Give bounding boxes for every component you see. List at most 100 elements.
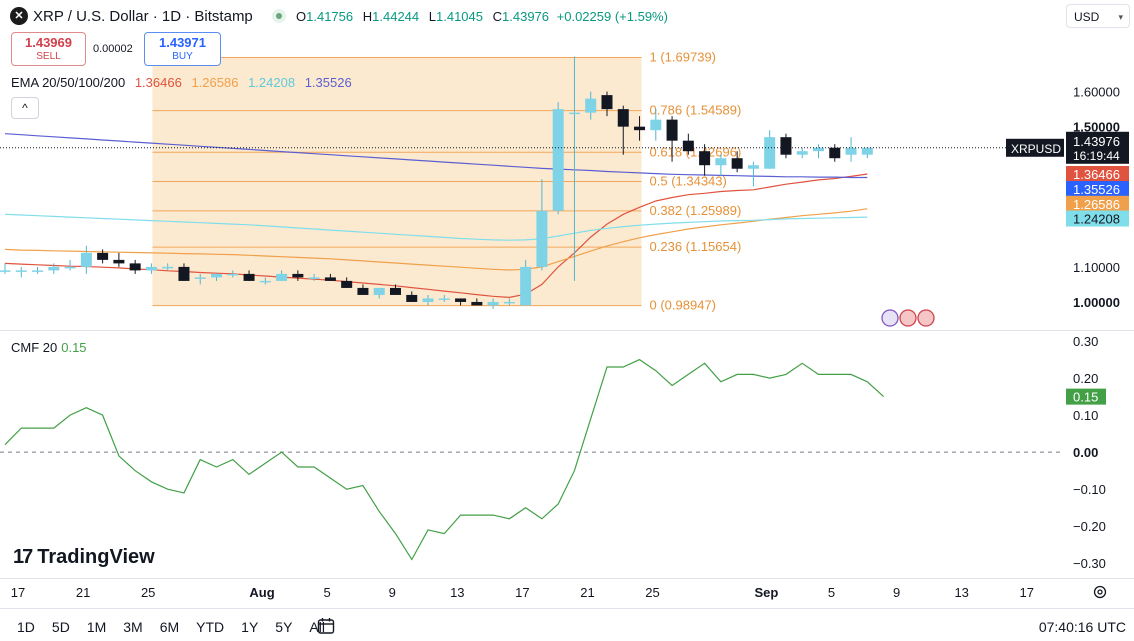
ema-price-tag: 1.36466 (1073, 167, 1120, 182)
buy-label: BUY (172, 51, 193, 62)
buy-button[interactable]: 1.43971 BUY (144, 32, 221, 66)
ohlc-close-label: C (492, 9, 503, 24)
candle-body (211, 273, 223, 278)
time-axis-tick: 9 (389, 585, 396, 600)
time-axis-tick: 13 (954, 585, 968, 600)
range-5d[interactable]: 5D (51, 619, 70, 635)
candle-body (650, 119, 662, 131)
last-price-tag-countdown: 16:19:44 (1073, 149, 1120, 163)
ema-legend-label: EMA 20/50/100/200 (11, 75, 126, 90)
candle-body (536, 210, 548, 267)
candle-body (129, 263, 141, 271)
ema-price-tag: 1.35526 (1073, 182, 1120, 197)
candle-body (357, 287, 369, 295)
tradingview-wordmark: TradingView (37, 546, 155, 568)
candle-body (845, 147, 857, 155)
range-5y[interactable]: 5Y (275, 619, 293, 635)
tradingview-logo[interactable]: 17 TradingView (13, 546, 155, 569)
candle-body (796, 151, 808, 155)
fib-level-label: 0.5 (1.34343) (650, 174, 727, 189)
ema50-value: 1.26586 (191, 75, 239, 90)
candle-body (471, 301, 483, 306)
lightning-event-icon (881, 309, 899, 327)
chevron-down-icon: ▾ (1118, 12, 1123, 22)
tradingview-mark-icon: 17 (13, 546, 33, 568)
candle-body (666, 119, 678, 141)
ema100-value: 1.24208 (248, 75, 296, 90)
range-ytd[interactable]: YTD (196, 619, 225, 635)
range-selector: 1D 5D 1M 3M 6M YTD 1Y 5Y All (8, 617, 333, 637)
fib-level-label: 0.618 (1.42696) (650, 144, 742, 159)
candle-body (0, 270, 11, 272)
ema-price-tag-bg (1066, 181, 1129, 198)
range-1y[interactable]: 1Y (241, 619, 259, 635)
range-6m[interactable]: 6M (159, 619, 180, 635)
time-axis-tick: 13 (450, 585, 464, 600)
fib-level-label: 1 (1.69739) (650, 49, 717, 64)
time-axis-tick: 17 (515, 585, 529, 600)
sell-button[interactable]: 1.43969 SELL (11, 32, 86, 66)
candle-body (861, 147, 873, 155)
cmf-legend[interactable]: CMF 20 0.15 (11, 340, 87, 355)
fib-level-label: 0.382 (1.25989) (650, 203, 742, 218)
ohlc-low-label: L (428, 9, 436, 24)
ohlc-high-label: H (362, 9, 373, 24)
ohlc-close: 1.43976 (502, 9, 550, 24)
xrp-logo-icon: ✕ (10, 7, 28, 25)
price-axis-tick: 1.10000 (1073, 260, 1120, 275)
candle-body (64, 266, 76, 269)
range-3m[interactable]: 3M (123, 619, 143, 635)
gear-icon[interactable] (1092, 584, 1108, 600)
candle-body (813, 147, 824, 152)
candle-body (520, 266, 532, 306)
cmf-axis-tick: 0.20 (1073, 371, 1098, 386)
candle-body (292, 273, 304, 278)
candle-body (731, 158, 743, 169)
axes: 1.60000 1.50000 1.10000 1.00000 0.30 0.20 0.10… (0, 85, 1134, 600)
range-1d[interactable]: 1D (17, 619, 35, 635)
candle-body (162, 266, 174, 269)
ema-line-ema100 (4, 213, 868, 241)
candle-body (617, 109, 629, 127)
cmf-axis-tick: −0.20 (1073, 519, 1106, 534)
ema-line-ema200 (4, 133, 868, 179)
calendar-icon[interactable] (316, 616, 336, 636)
candle-body (276, 273, 288, 281)
cmf-legend-value: 0.15 (61, 340, 87, 355)
bottom-toolbar-divider (0, 608, 1134, 609)
currency-value: USD (1074, 10, 1100, 24)
candle-body (113, 259, 125, 264)
range-1m[interactable]: 1M (86, 619, 107, 635)
cmf-axis-tick: 0.10 (1073, 408, 1098, 423)
utc-clock[interactable]: 07:40:16 UTC (1038, 619, 1126, 635)
ohlc-readout: O1.41756 H1.44244 L1.41045 C1.43976 +0.0… (296, 9, 668, 24)
range-all[interactable]: All (309, 619, 325, 635)
candle-body (552, 109, 564, 211)
ema20-value: 1.36466 (134, 75, 182, 90)
time-axis-tick: 5 (324, 585, 331, 600)
sell-label: SELL (36, 51, 61, 62)
currency-select[interactable]: USD ▾ (1066, 4, 1130, 28)
market-open-indicator-icon (272, 9, 286, 23)
candle-body (699, 151, 711, 166)
cmf-legend-label: CMF 20 (11, 340, 58, 355)
chevron-up-icon: ^ (22, 101, 28, 115)
candle-body (715, 158, 727, 166)
ema-legend[interactable]: EMA 20/50/100/200 1.36466 1.26586 1.2420… (11, 75, 358, 90)
candle-body (780, 137, 792, 155)
cmf-tag-bg (1066, 388, 1106, 405)
candle-body (503, 301, 515, 304)
collapse-legend-button[interactable]: ^ (11, 97, 39, 119)
ohlc-low: 1.41045 (436, 9, 483, 24)
candle-body (308, 277, 320, 279)
candle-body (455, 298, 467, 302)
candle-body (48, 266, 60, 271)
candle-body (324, 277, 336, 281)
us-flag-event-icon (899, 309, 917, 327)
candle-body (634, 126, 646, 131)
candle-body (487, 301, 499, 306)
symbol-title[interactable]: XRP / U.S. Dollar · 1D · Bitstamp (33, 8, 253, 25)
time-axis-tick: 25 (141, 585, 155, 600)
candle-body (15, 270, 27, 272)
